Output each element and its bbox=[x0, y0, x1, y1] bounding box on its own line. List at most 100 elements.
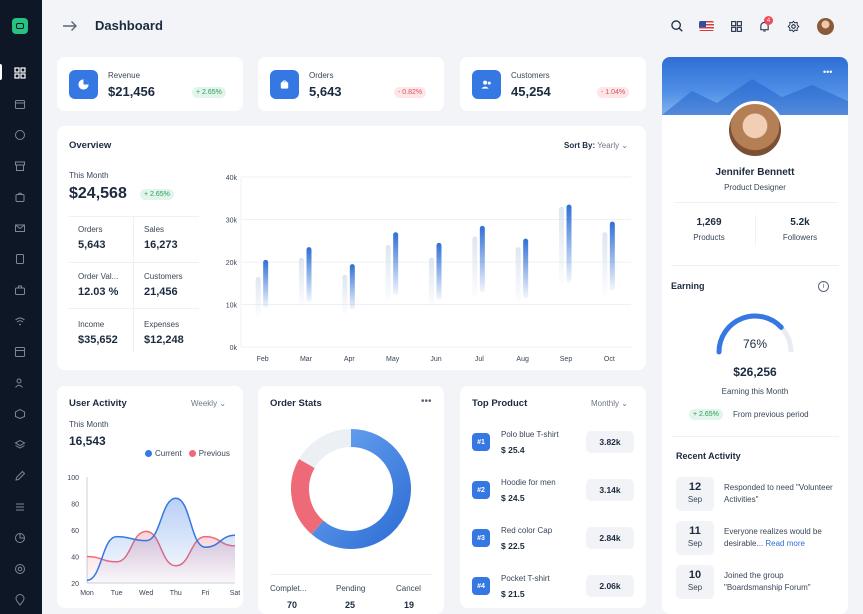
followers-label: Followers bbox=[782, 233, 818, 242]
earning-value: $26,256 bbox=[733, 365, 777, 379]
activity-text: Responded to need "Volunteer Activities" bbox=[724, 482, 842, 506]
apps-grid-icon[interactable] bbox=[728, 18, 744, 34]
settings-gear-icon[interactable] bbox=[785, 18, 801, 34]
product-sales: 3.82k bbox=[586, 431, 634, 453]
overview-change-badge: + 2.65% bbox=[140, 189, 174, 200]
orders-change-badge: - 0.82% bbox=[394, 87, 427, 98]
profile-avatar[interactable] bbox=[726, 101, 784, 159]
stat-value: $35,652 bbox=[78, 334, 118, 346]
box-icon[interactable] bbox=[13, 407, 27, 421]
bar-current bbox=[609, 221, 615, 291]
order-stats-card: Order Stats ••• Complet... Pending Cance… bbox=[258, 386, 444, 614]
stat-label: Customers bbox=[144, 272, 183, 281]
activity-day: 10 bbox=[688, 569, 702, 581]
revenue-value: $21,456 bbox=[108, 84, 155, 99]
activity-day: 12 bbox=[688, 481, 702, 493]
layout-icon[interactable] bbox=[13, 345, 27, 359]
this-month-label: This Month bbox=[69, 420, 109, 429]
y-tick-label: 20 bbox=[71, 581, 79, 588]
chat-icon[interactable] bbox=[13, 128, 27, 142]
product-name[interactable]: Pocket T-shirt bbox=[501, 574, 550, 583]
y-tick-label: 60 bbox=[71, 528, 79, 535]
donut-slice-cancel bbox=[299, 429, 352, 469]
legend-previous-label: Previous bbox=[198, 449, 230, 458]
user-activity-title: User Activity bbox=[69, 398, 127, 409]
x-tick-label: Apr bbox=[344, 356, 356, 363]
activity-month: Sep bbox=[687, 495, 703, 504]
y-tick-label: 0k bbox=[230, 345, 238, 352]
x-tick-label: Sat bbox=[230, 590, 241, 597]
dashboard-icon[interactable] bbox=[13, 66, 27, 80]
y-tick-label: 40 bbox=[71, 555, 79, 562]
user-add-icon[interactable] bbox=[13, 376, 27, 390]
donut-slice-completed bbox=[311, 429, 411, 549]
stat-value: 21,456 bbox=[144, 286, 178, 298]
read-more-link[interactable]: Read more bbox=[765, 539, 805, 548]
order-stats-title: Order Stats bbox=[270, 398, 322, 409]
info-icon[interactable]: i bbox=[818, 281, 829, 292]
product-price: $ 22.5 bbox=[501, 541, 525, 551]
y-tick-label: 100 bbox=[67, 475, 79, 482]
earning-change-text: From previous period bbox=[733, 410, 809, 419]
bar-previous bbox=[515, 247, 521, 303]
bar-current bbox=[263, 259, 269, 308]
x-tick-label: Mon bbox=[80, 590, 94, 597]
user-avatar[interactable] bbox=[817, 18, 834, 35]
more-options-icon[interactable]: ••• bbox=[421, 396, 432, 407]
order-stats-donut bbox=[291, 429, 411, 549]
overview-title: Overview bbox=[69, 140, 112, 151]
arrow-right-icon[interactable] bbox=[62, 18, 78, 34]
archive-icon[interactable] bbox=[13, 159, 27, 173]
list-icon[interactable] bbox=[13, 500, 27, 514]
pen-icon[interactable] bbox=[13, 469, 27, 483]
x-tick-label: Jun bbox=[430, 356, 441, 363]
app-logo-icon[interactable] bbox=[12, 18, 28, 34]
legend-dot-previous bbox=[188, 450, 196, 457]
x-tick-label: Fri bbox=[201, 590, 210, 597]
period-dropdown[interactable]: Weekly ⌄ bbox=[191, 399, 227, 408]
page-title: Dashboard bbox=[95, 18, 163, 33]
pie-chart-icon[interactable] bbox=[13, 531, 27, 545]
gauge-percent: 76% bbox=[742, 337, 768, 351]
top-product-card: Top Product Monthly ⌄ #1 Polo blue T-shi… bbox=[460, 386, 646, 608]
order-stat-value: 25 bbox=[345, 600, 356, 610]
us-flag-icon[interactable] bbox=[699, 21, 714, 31]
product-name[interactable]: Red color Cap bbox=[501, 526, 553, 535]
book-icon[interactable] bbox=[13, 252, 27, 266]
divider bbox=[69, 308, 199, 309]
wifi-icon[interactable] bbox=[13, 314, 27, 328]
notification-badge: 4 bbox=[764, 16, 773, 25]
x-tick-label: Sep bbox=[560, 356, 573, 363]
layers-icon[interactable] bbox=[13, 438, 27, 452]
product-name[interactable]: Polo blue T-shirt bbox=[501, 430, 559, 439]
product-price: $ 21.5 bbox=[501, 589, 525, 599]
map-pin-icon[interactable] bbox=[13, 593, 27, 607]
more-options-icon[interactable]: ••• bbox=[823, 67, 833, 77]
calendar-icon[interactable] bbox=[13, 97, 27, 111]
revenue-change-badge: + 2.65% bbox=[192, 87, 226, 98]
activity-text-body: Joined the group "Boardsmanship Forum" bbox=[724, 571, 811, 592]
gauge-fill bbox=[716, 313, 784, 355]
shop-bag-icon[interactable] bbox=[13, 190, 27, 204]
top-bar: Dashboard 4 bbox=[42, 0, 863, 52]
divider bbox=[69, 262, 199, 263]
product-name[interactable]: Hoodie for men bbox=[501, 478, 556, 487]
profile-name: Jennifer Bennett bbox=[715, 167, 795, 178]
followers-count: 5.2k bbox=[790, 217, 810, 228]
period-dropdown[interactable]: Monthly ⌄ bbox=[591, 399, 628, 408]
overview-total: $24,568 bbox=[69, 185, 127, 202]
mail-icon[interactable] bbox=[13, 221, 27, 235]
product-price: $ 24.5 bbox=[501, 493, 525, 503]
activity-date: 10 Sep bbox=[676, 565, 714, 599]
search-icon[interactable] bbox=[669, 18, 685, 34]
period-value: Weekly bbox=[191, 399, 218, 408]
sort-value: Yearly bbox=[597, 141, 620, 150]
bar-previous bbox=[342, 274, 348, 315]
support-icon[interactable] bbox=[13, 562, 27, 576]
briefcase-icon[interactable] bbox=[13, 283, 27, 297]
x-tick-label: Feb bbox=[257, 356, 269, 363]
earning-gauge bbox=[716, 313, 794, 355]
sort-dropdown[interactable]: Sort By: Yearly ⌄ bbox=[564, 141, 628, 150]
divider bbox=[671, 436, 839, 437]
bar-current bbox=[393, 232, 399, 296]
